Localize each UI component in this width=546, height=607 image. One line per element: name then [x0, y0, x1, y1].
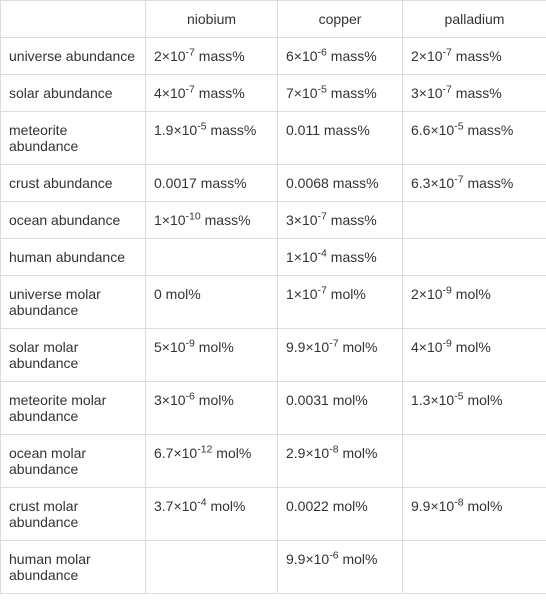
column-header: copper: [278, 1, 403, 38]
table-cell: 9.9×10-8 mol%: [403, 488, 546, 541]
table-cell: [403, 541, 546, 594]
table-cell: 2×10-7 mass%: [403, 38, 546, 75]
table-row: human abundance 1×10-4 mass%: [1, 239, 546, 276]
row-header: meteorite abundance: [1, 112, 146, 165]
row-header: human abundance: [1, 239, 146, 276]
table-cell: 0.0017 mass%: [146, 165, 278, 202]
row-header: human molar abundance: [1, 541, 146, 594]
column-header: palladium: [403, 1, 546, 38]
table-cell: 3.7×10-4 mol%: [146, 488, 278, 541]
table-row: ocean abundance1×10-10 mass%3×10-7 mass%: [1, 202, 546, 239]
table-cell: 2×10-9 mol%: [403, 276, 546, 329]
table-cell: [146, 239, 278, 276]
column-header: niobium: [146, 1, 278, 38]
table-row: meteorite abundance1.9×10-5 mass%0.011 m…: [1, 112, 546, 165]
table-cell: 4×10-9 mol%: [403, 329, 546, 382]
table-cell: 3×10-7 mass%: [403, 75, 546, 112]
table-cell: 9.9×10-7 mol%: [278, 329, 403, 382]
table-body: universe abundance2×10-7 mass%6×10-6 mas…: [1, 38, 546, 594]
row-header: solar abundance: [1, 75, 146, 112]
row-header: ocean molar abundance: [1, 435, 146, 488]
table-cell: [403, 435, 546, 488]
table-row: solar molar abundance5×10-9 mol%9.9×10-7…: [1, 329, 546, 382]
table-row: solar abundance4×10-7 mass%7×10-5 mass%3…: [1, 75, 546, 112]
table-cell: 0 mol%: [146, 276, 278, 329]
table-row: crust abundance0.0017 mass%0.0068 mass%6…: [1, 165, 546, 202]
row-header: meteorite molar abundance: [1, 382, 146, 435]
table-cell: 2×10-7 mass%: [146, 38, 278, 75]
table-cell: 6.6×10-5 mass%: [403, 112, 546, 165]
table-cell: 1.3×10-5 mol%: [403, 382, 546, 435]
table-cell: 0.011 mass%: [278, 112, 403, 165]
table-cell: 1×10-4 mass%: [278, 239, 403, 276]
table-cell: 2.9×10-8 mol%: [278, 435, 403, 488]
table-cell: 1×10-7 mol%: [278, 276, 403, 329]
table-cell: [403, 239, 546, 276]
row-header: solar molar abundance: [1, 329, 146, 382]
table-cell: 0.0068 mass%: [278, 165, 403, 202]
table-row: universe molar abundance0 mol%1×10-7 mol…: [1, 276, 546, 329]
table-row: meteorite molar abundance3×10-6 mol%0.00…: [1, 382, 546, 435]
table-cell: 6.3×10-7 mass%: [403, 165, 546, 202]
table-cell: 6.7×10-12 mol%: [146, 435, 278, 488]
table-row: universe abundance2×10-7 mass%6×10-6 mas…: [1, 38, 546, 75]
table-row: crust molar abundance3.7×10-4 mol%0.0022…: [1, 488, 546, 541]
row-header: universe molar abundance: [1, 276, 146, 329]
table-cell: 9.9×10-6 mol%: [278, 541, 403, 594]
table-cell: 7×10-5 mass%: [278, 75, 403, 112]
table-cell: 5×10-9 mol%: [146, 329, 278, 382]
row-header: crust abundance: [1, 165, 146, 202]
table-header-row: niobium copper palladium: [1, 1, 546, 38]
table-row: human molar abundance 9.9×10-6 mol%: [1, 541, 546, 594]
table-cell: 3×10-7 mass%: [278, 202, 403, 239]
abundance-table: niobium copper palladium universe abunda…: [0, 0, 546, 594]
table-cell: 0.0031 mol%: [278, 382, 403, 435]
row-header: crust molar abundance: [1, 488, 146, 541]
row-header: universe abundance: [1, 38, 146, 75]
table-cell: 1×10-10 mass%: [146, 202, 278, 239]
table-cell: 6×10-6 mass%: [278, 38, 403, 75]
table-cell: 4×10-7 mass%: [146, 75, 278, 112]
row-header: ocean abundance: [1, 202, 146, 239]
column-header: [1, 1, 146, 38]
table-cell: 3×10-6 mol%: [146, 382, 278, 435]
table-cell: [403, 202, 546, 239]
table-row: ocean molar abundance6.7×10-12 mol%2.9×1…: [1, 435, 546, 488]
table-cell: 1.9×10-5 mass%: [146, 112, 278, 165]
table-cell: [146, 541, 278, 594]
table-cell: 0.0022 mol%: [278, 488, 403, 541]
